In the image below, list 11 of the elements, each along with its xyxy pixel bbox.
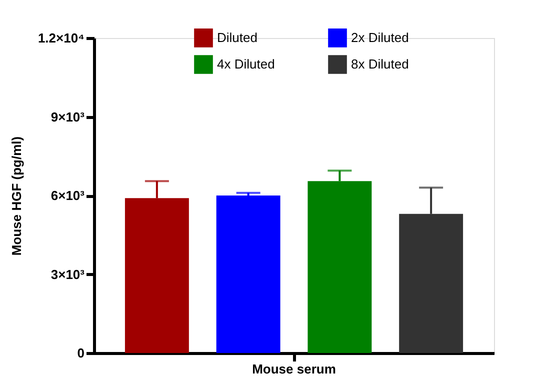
y-tick-label: 0	[77, 346, 84, 360]
x-tick-label: Mouse serum	[252, 362, 336, 376]
legend-label: Diluted	[217, 30, 258, 45]
y-axis-title: Mouse HGF (pg/ml)	[8, 136, 24, 256]
legend-label: 8x Diluted	[351, 56, 409, 72]
legend-label: 4x Diluted	[217, 56, 275, 72]
y-tick-label: 1.2×10⁴	[38, 30, 84, 46]
legend-label: 2x Diluted	[351, 30, 409, 45]
y-tick-label: 3×10³	[50, 266, 86, 282]
y-tick-label: 6×10³	[50, 188, 86, 203]
y-tick-label: 9×10³	[50, 109, 86, 124]
